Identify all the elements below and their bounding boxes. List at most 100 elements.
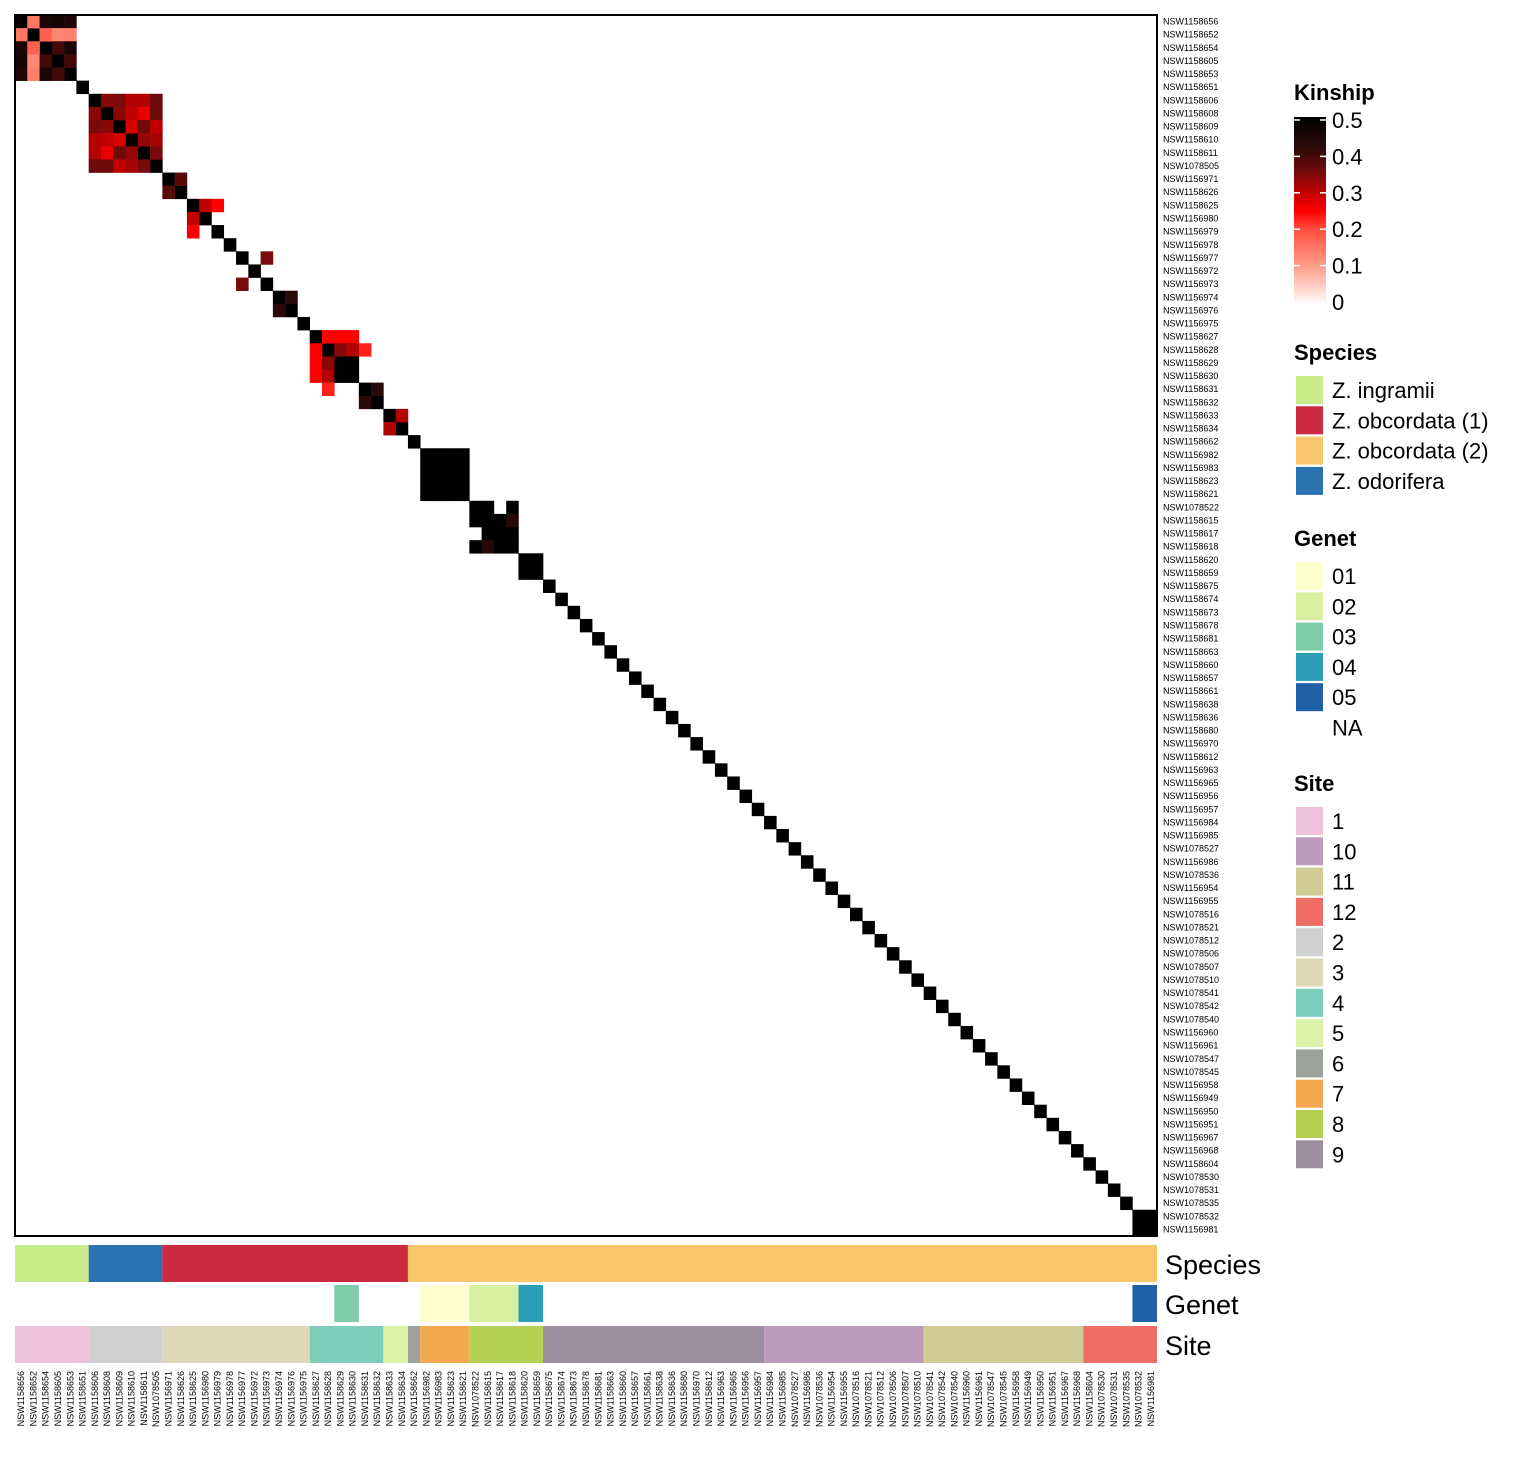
- heatmap-cell: [100, 133, 114, 147]
- column-label: NSW1158673: [569, 1371, 579, 1426]
- heatmap-cell: [113, 159, 126, 173]
- row-label: NSW1156971: [1163, 174, 1218, 184]
- legend-swatch: [1296, 988, 1323, 1017]
- column-label: NSW1078542: [937, 1371, 947, 1427]
- heatmap-cell: [579, 618, 593, 633]
- row-label: NSW1158657: [1163, 673, 1218, 683]
- annotation-site-segment: [543, 1326, 765, 1363]
- row-label: NSW1156949: [1163, 1093, 1218, 1103]
- column-label: NSW1158681: [593, 1371, 603, 1426]
- row-labels: NSW1158656 NSW1158652 NSW1158654 NSW1158605…: [1163, 17, 1219, 1235]
- column-label: NSW1156960: [962, 1371, 972, 1426]
- heatmap-cell: [321, 369, 335, 383]
- row-label: NSW1158618: [1163, 542, 1218, 552]
- heatmap-cell: [88, 146, 102, 160]
- column-label: NSW1158609: [114, 1371, 124, 1426]
- heatmap-cell: [493, 527, 507, 541]
- heatmap-cell: [223, 238, 237, 252]
- heatmap-cell: [567, 605, 581, 620]
- annotation-site-segment: [923, 1326, 1084, 1363]
- heatmap-cell: [444, 461, 458, 475]
- row-label: NSW1156983: [1163, 463, 1218, 473]
- heatmap-cell: [543, 579, 556, 593]
- row-label: NSW1156972: [1163, 266, 1218, 276]
- row-label: NSW1078522: [1163, 502, 1219, 512]
- legend-item-label: 5: [1332, 1021, 1344, 1046]
- row-label: NSW1158661: [1163, 686, 1218, 696]
- column-label: NSW1158606: [90, 1371, 100, 1426]
- heatmap-cell: [420, 448, 433, 462]
- heatmap-cell: [334, 356, 347, 370]
- column-label: NSW1158604: [1084, 1371, 1094, 1426]
- row-label: NSW1158663: [1163, 647, 1218, 657]
- column-label: NSW1078510: [913, 1371, 923, 1427]
- row-label: NSW1158627: [1163, 332, 1218, 342]
- legend-swatch: [1296, 592, 1323, 621]
- row-label: NSW1078505: [1163, 161, 1219, 171]
- heatmap-cell: [493, 540, 507, 554]
- legend-swatch: [1296, 406, 1323, 435]
- column-label: NSW1156970: [692, 1371, 702, 1426]
- row-label: NSW1158636: [1163, 712, 1218, 722]
- column-label: NSW1156965: [728, 1371, 738, 1426]
- heatmap-cell: [383, 422, 396, 436]
- column-label: NSW1158615: [483, 1371, 493, 1426]
- heatmap-cell: [493, 513, 507, 528]
- heatmap-cell: [923, 986, 937, 1000]
- row-label: NSW1158656: [1163, 17, 1218, 27]
- heatmap-cell: [236, 277, 249, 292]
- row-label: NSW1158610: [1163, 135, 1218, 145]
- legend-item-label: 4: [1332, 991, 1344, 1016]
- row-label: NSW1158625: [1163, 200, 1218, 210]
- row-label: NSW1156974: [1163, 292, 1218, 302]
- column-label: NSW1078522: [470, 1371, 480, 1427]
- legend-swatch: [1296, 376, 1323, 404]
- row-label: NSW1156979: [1163, 227, 1218, 237]
- legend-swatch: [1296, 928, 1323, 957]
- heatmap-cell: [309, 369, 323, 383]
- row-label: NSW1158675: [1163, 581, 1218, 591]
- heatmap-cell: [113, 133, 126, 147]
- column-label: NSW1156980: [200, 1371, 210, 1426]
- heatmap-cell: [948, 1012, 961, 1027]
- heatmap-cells: [15, 15, 1158, 1237]
- heatmap-cell: [653, 697, 667, 712]
- column-label: NSW1156963: [716, 1371, 726, 1426]
- legend-swatch: [1296, 1110, 1323, 1138]
- kinship-colorbar: [1294, 117, 1326, 305]
- column-label: NSW1158626: [176, 1371, 186, 1426]
- column-label: NSW1078507: [900, 1371, 910, 1427]
- column-label: NSW1158621: [458, 1371, 468, 1426]
- heatmap-cell: [125, 106, 139, 121]
- annotation-genet-segment: [420, 1285, 470, 1322]
- colorbar-tick-label: 0.4: [1332, 144, 1363, 169]
- column-label: NSW1156976: [286, 1371, 296, 1426]
- colorbar-tick-label: 0.1: [1332, 254, 1363, 279]
- heatmap-cell: [100, 146, 114, 160]
- heatmap-cell: [88, 120, 102, 134]
- legend-swatch: [1296, 466, 1323, 495]
- row-label: NSW1078516: [1163, 909, 1219, 919]
- legend-item-label: Z. odorifera: [1332, 469, 1445, 494]
- heatmap-cell: [174, 185, 188, 200]
- heatmap-cell: [88, 159, 102, 173]
- annotation-site-segment: [469, 1326, 544, 1363]
- row-label: NSW1078530: [1163, 1172, 1219, 1182]
- heatmap-cell: [420, 461, 433, 475]
- legend-swatch: [1296, 652, 1323, 681]
- heatmap-cell: [27, 54, 40, 68]
- heatmap-cell: [481, 540, 495, 554]
- heatmap-cell: [15, 41, 28, 55]
- heatmap-cell: [64, 15, 77, 29]
- column-label: NSW1158661: [642, 1371, 652, 1426]
- heatmap-cell: [395, 408, 409, 423]
- heatmap-cell: [272, 290, 286, 305]
- heatmap-cell: [1120, 1196, 1133, 1211]
- column-label: NSW1078545: [999, 1371, 1009, 1427]
- row-label: NSW1158652: [1163, 30, 1218, 40]
- row-label: NSW1158660: [1163, 660, 1218, 670]
- heatmap-cell: [346, 356, 360, 370]
- column-label: NSW1156972: [249, 1371, 259, 1426]
- legends: Kinship 0.5 0.4 0.3 0.2 0.1 0 Species Z. ingrami…: [1294, 80, 1489, 1169]
- heatmap-cell: [15, 15, 28, 29]
